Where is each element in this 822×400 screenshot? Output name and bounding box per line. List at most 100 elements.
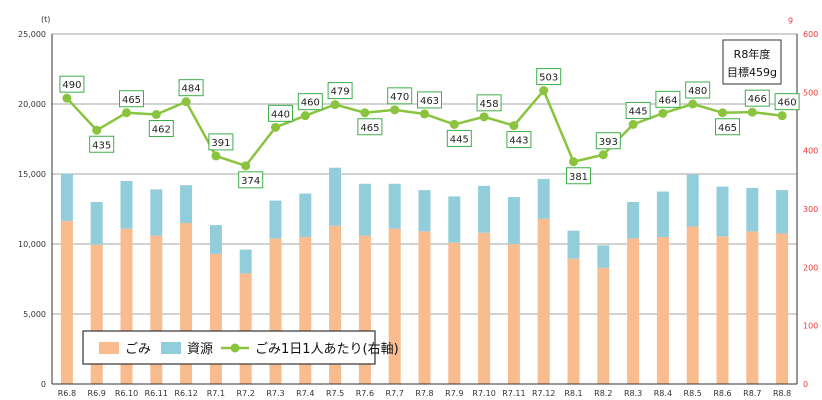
right-tick-labels: 0 100 200 300 400 500 600 — [803, 30, 818, 389]
left-tick-label: 0 — [41, 380, 46, 389]
bar-gomi — [478, 232, 491, 384]
data-label: 393 — [599, 137, 618, 148]
x-tick-label: R6.10 — [115, 389, 138, 398]
bar-shigen — [448, 196, 461, 243]
bar-shigen — [567, 230, 580, 259]
per-capita-point — [271, 122, 280, 132]
bar-shigen — [478, 185, 491, 233]
bar-shigen — [90, 202, 103, 245]
data-label: 465 — [360, 123, 379, 134]
bar-shigen — [686, 174, 699, 227]
data-label-box — [208, 133, 234, 151]
data-label-box — [744, 89, 770, 107]
x-tick-label: R6.8 — [58, 389, 76, 398]
data-label-box — [148, 120, 174, 137]
bar-gomi — [507, 244, 520, 384]
bar-shigen — [329, 167, 342, 226]
right-tick-label: 200 — [803, 263, 818, 272]
data-label: 460 — [778, 98, 797, 109]
data-label-box — [536, 68, 562, 86]
bar-gomi — [388, 228, 401, 384]
right-tick-label: 400 — [803, 147, 818, 156]
data-label: 470 — [390, 92, 409, 103]
per-capita-point — [658, 108, 668, 118]
per-capita-point — [449, 119, 459, 129]
target-box — [722, 39, 782, 85]
left-axis-unit: (t) — [41, 15, 50, 24]
x-tick-label: R7.6 — [356, 389, 374, 398]
data-label: 503 — [539, 73, 558, 84]
data-label-box — [774, 93, 800, 111]
right-tick-label: 100 — [803, 322, 818, 331]
x-tick-label: R7.7 — [386, 389, 404, 398]
per-capita-point — [777, 111, 787, 121]
data-label: 381 — [569, 172, 588, 183]
bar-gomi — [627, 238, 640, 384]
per-capita-point — [420, 109, 429, 119]
data-label-box — [178, 79, 204, 97]
bar-shigen — [627, 202, 640, 239]
left-tick-label: 5,000 — [23, 310, 46, 319]
per-capita-point — [598, 150, 608, 160]
per-capita-line — [62, 86, 787, 171]
data-label: 479 — [331, 87, 350, 98]
per-capita-point — [151, 110, 161, 119]
data-label: 435 — [92, 140, 111, 151]
bar-shigen — [418, 190, 431, 232]
per-capita-point — [569, 157, 578, 167]
bar-shigen — [776, 190, 789, 234]
x-tick-label: R8.8 — [773, 389, 791, 398]
bar-shigen — [716, 186, 729, 237]
legend-label-gomi: ごみ — [125, 341, 151, 357]
x-tick-label: R7.9 — [445, 389, 463, 398]
legend-label-shigen: 資源 — [187, 342, 213, 357]
bar-shigen — [746, 188, 759, 232]
per-capita-point — [62, 93, 72, 103]
bar-gomi — [418, 231, 431, 384]
legend-swatch-gomi — [99, 342, 119, 354]
bar-shigen — [60, 174, 73, 221]
axes — [51, 34, 798, 385]
bar-gomi — [716, 236, 729, 384]
data-label-box — [715, 118, 740, 136]
data-label-box — [268, 104, 293, 122]
bar-gomi — [686, 226, 699, 384]
per-capita-point — [211, 151, 221, 161]
bar-shigen — [507, 197, 520, 244]
per-capita-point — [181, 97, 191, 107]
x-tick-label: R6.9 — [88, 389, 106, 398]
data-label-box — [327, 82, 353, 100]
data-label-box — [625, 101, 651, 119]
data-label: 440 — [271, 109, 290, 120]
data-label-box — [89, 135, 115, 153]
data-label-box — [655, 90, 681, 108]
x-tick-label: R7.2 — [237, 389, 255, 398]
bar-shigen — [388, 183, 401, 229]
bar-shigen — [358, 183, 371, 236]
data-label-box — [595, 132, 621, 150]
target-line1: R8年度 — [734, 47, 771, 61]
right-tick-label: 500 — [803, 88, 818, 97]
data-label: 463 — [420, 96, 439, 107]
x-tick-label: R8.5 — [684, 389, 702, 398]
bar-gomi — [656, 237, 669, 384]
bar-shigen — [239, 249, 252, 274]
x-tick-label: R8.4 — [654, 389, 672, 398]
bar-shigen — [180, 185, 193, 223]
data-label-box — [566, 167, 591, 185]
legend-swatch-shigen — [161, 342, 181, 354]
x-tick-label: R7.12 — [532, 389, 555, 398]
x-tick-label: R8.6 — [713, 389, 731, 398]
bar-gomi — [60, 220, 73, 384]
data-label-box — [476, 94, 502, 112]
bar-shigen — [597, 245, 610, 268]
per-capita-point — [300, 111, 310, 121]
right-tick-label: 0 — [803, 380, 808, 389]
data-label-box — [685, 81, 711, 99]
x-tick-label: R8.2 — [594, 389, 612, 398]
per-capita-point — [539, 86, 549, 96]
data-label: 460 — [301, 98, 320, 109]
x-tick-label: R8.1 — [564, 389, 582, 398]
bar-shigen — [150, 189, 163, 236]
